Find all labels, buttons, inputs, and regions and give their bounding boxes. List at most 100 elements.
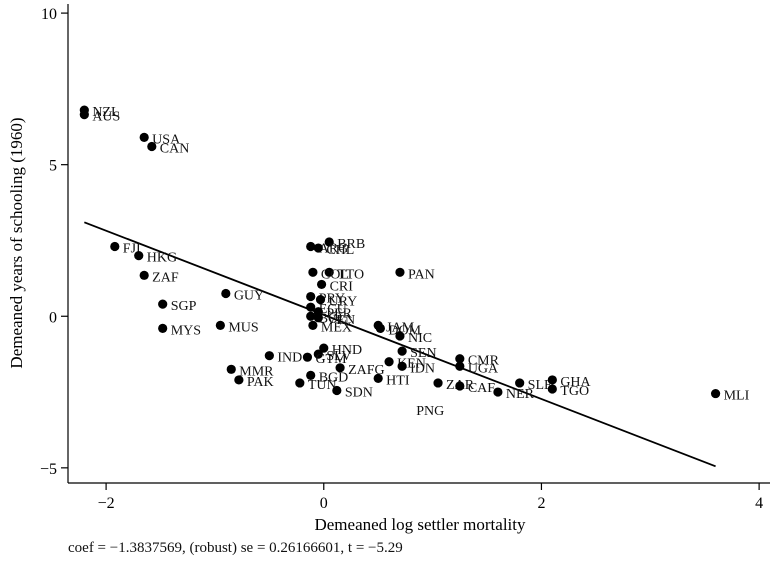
point-label: UGA (468, 361, 499, 376)
y-tick-label: 10 (41, 6, 57, 23)
point-label: PNG (416, 404, 444, 419)
point-label: ARG (319, 242, 349, 257)
data-point (375, 323, 385, 333)
point-label: SDN (345, 386, 373, 401)
point-label: CAF (468, 381, 495, 396)
axes: −2 0 2 4 −5 0 5 10 (40, 4, 770, 512)
data-point (308, 267, 318, 277)
point-label: USA (152, 132, 181, 147)
point-label: CRI (330, 279, 354, 294)
point-label: PER (326, 307, 352, 322)
data-point (515, 378, 525, 388)
x-tick-label: 4 (755, 495, 763, 512)
data-point (134, 251, 144, 261)
data-point (306, 311, 316, 321)
point-label: PRY (319, 292, 345, 307)
y-tick-label: 0 (49, 309, 57, 326)
data-point (306, 370, 316, 380)
point-label: NIC (408, 331, 432, 346)
point-label: MYS (171, 323, 201, 338)
data-point (264, 351, 274, 361)
point-label: MEX (321, 320, 352, 335)
data-point (306, 241, 316, 252)
point-label: COL (321, 267, 349, 282)
point-label: MMR (239, 364, 274, 379)
data-point (158, 299, 168, 309)
data-point (313, 313, 323, 323)
point-label: VEN (326, 313, 355, 328)
point-label: PAK (247, 375, 274, 390)
data-point (384, 357, 394, 367)
data-point (313, 243, 323, 253)
point-label: ECU (319, 302, 347, 317)
data-point (110, 241, 120, 252)
data-point (302, 352, 313, 362)
data-point (139, 270, 149, 280)
data-point (397, 346, 407, 356)
point-label: AUS (92, 110, 120, 125)
y-tick-label: −5 (40, 461, 57, 478)
point-label: MLI (724, 389, 750, 404)
data-point (215, 320, 225, 330)
point-label: HTI (386, 373, 410, 388)
data-point (313, 349, 323, 359)
x-tick-label: 0 (320, 495, 328, 512)
data-point (306, 291, 316, 302)
data-point (710, 388, 721, 399)
point-label: CAN (160, 141, 190, 156)
data-point (79, 110, 89, 120)
point-label: GHA (560, 375, 591, 390)
point-label: JAM (386, 320, 415, 335)
data-point (373, 373, 383, 384)
data-point (335, 363, 345, 373)
data-point (315, 294, 326, 305)
data-point (308, 320, 318, 330)
data-point (295, 378, 305, 388)
point-label: SLV (326, 349, 351, 364)
fit-line-group (84, 221, 716, 468)
y-tick-label: 5 (49, 158, 57, 175)
data-point (455, 381, 465, 391)
point-label: HND (332, 343, 362, 358)
data-point (395, 267, 405, 277)
data-point (226, 364, 236, 374)
data-point (319, 343, 329, 353)
data-point (221, 288, 231, 299)
x-tick-label: 2 (537, 495, 545, 512)
point-label: TGO (560, 384, 589, 399)
point-label: SGP (171, 299, 197, 314)
fit-line (84, 221, 716, 468)
x-tick-label: −2 (98, 495, 115, 512)
data-point (395, 331, 405, 341)
point-label: BGD (319, 370, 349, 385)
data-points: NZLAUSUSACANFJIHKGZAFSGPMYSGUYMUSBRBARGC… (79, 105, 750, 419)
point-label: ZAFG (348, 363, 385, 378)
data-point (158, 323, 168, 333)
point-label: URY (329, 295, 358, 310)
data-point (547, 384, 557, 394)
point-label: TTO (337, 267, 364, 282)
point-label: BRB (337, 237, 365, 252)
point-label: HKG (147, 251, 177, 266)
data-point (493, 387, 503, 397)
point-label: CHL (326, 243, 354, 258)
point-label: TUN (308, 378, 337, 393)
point-label: SLE (528, 378, 553, 393)
data-point (234, 375, 244, 385)
point-label: MUS (228, 320, 258, 335)
data-point (455, 361, 465, 371)
point-label: IND (277, 351, 302, 366)
point-label: SEN (410, 346, 436, 361)
data-point (324, 267, 334, 277)
data-point (306, 302, 316, 312)
point-label: NER (506, 387, 535, 402)
y-axis-label: Demeaned years of schooling (1960) (7, 117, 26, 368)
point-label: GUY (234, 289, 264, 304)
data-point (324, 237, 334, 247)
data-point (139, 132, 149, 142)
point-label: NZL (92, 105, 119, 120)
point-label: CMR (468, 354, 500, 369)
regression-caption: coef = −1.3837569, (robust) se = 0.26166… (68, 540, 403, 556)
data-point (147, 141, 157, 152)
